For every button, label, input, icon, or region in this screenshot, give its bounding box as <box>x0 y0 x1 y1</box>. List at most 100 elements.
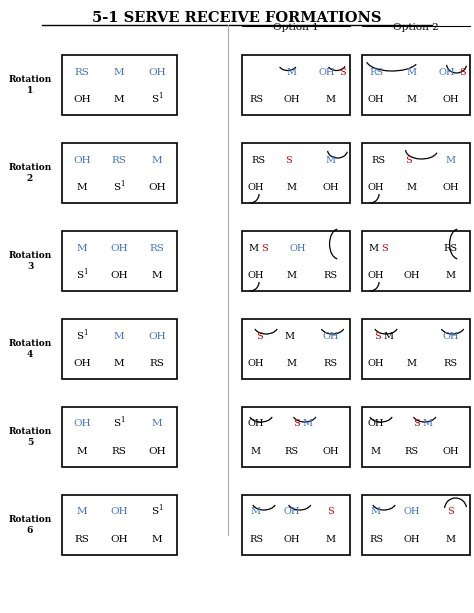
Text: S: S <box>76 332 83 340</box>
Text: OH: OH <box>73 94 91 104</box>
Text: OH: OH <box>283 535 300 544</box>
Text: OH: OH <box>442 94 459 104</box>
Text: Option 1: Option 1 <box>273 23 319 32</box>
Text: M: M <box>152 156 162 164</box>
Text: RS: RS <box>444 359 457 368</box>
Text: M: M <box>287 270 297 280</box>
Bar <box>242 55 350 115</box>
Text: M: M <box>407 183 417 191</box>
Text: S: S <box>447 508 454 517</box>
Text: M: M <box>446 535 456 544</box>
Text: M: M <box>77 446 87 455</box>
Bar <box>362 319 470 379</box>
Text: OH: OH <box>368 270 384 280</box>
Bar <box>362 407 470 467</box>
Text: S: S <box>382 243 388 253</box>
Text: M: M <box>152 270 162 280</box>
Text: OH: OH <box>290 243 306 253</box>
Text: M: M <box>114 67 124 77</box>
Text: M: M <box>152 419 162 428</box>
Text: OH: OH <box>403 535 420 544</box>
Text: RS: RS <box>150 359 164 368</box>
Bar <box>242 143 350 203</box>
Text: M: M <box>326 156 336 164</box>
Text: Rotation
6: Rotation 6 <box>9 516 52 535</box>
Text: OH: OH <box>368 183 384 191</box>
Text: M: M <box>371 508 381 517</box>
Text: RS: RS <box>284 446 299 455</box>
Text: S: S <box>151 508 159 517</box>
Text: Rotation
5: Rotation 5 <box>9 427 52 447</box>
Text: RS: RS <box>74 67 90 77</box>
Text: OH: OH <box>319 67 335 77</box>
Text: M: M <box>114 359 124 368</box>
Text: S: S <box>340 67 346 77</box>
Text: OH: OH <box>248 359 264 368</box>
Text: M: M <box>371 446 381 455</box>
Text: M: M <box>77 508 87 517</box>
Bar <box>362 55 470 115</box>
Text: RS: RS <box>323 359 337 368</box>
Text: M: M <box>287 183 297 191</box>
Text: OH: OH <box>148 446 166 455</box>
Text: OH: OH <box>368 359 384 368</box>
Bar <box>242 495 350 555</box>
Text: M: M <box>384 332 394 340</box>
Bar <box>62 143 177 203</box>
Text: OH: OH <box>442 332 459 340</box>
Text: RS: RS <box>249 535 263 544</box>
Text: M: M <box>446 270 456 280</box>
Text: RS: RS <box>369 535 383 544</box>
Text: M: M <box>77 183 87 191</box>
Text: OH: OH <box>248 183 264 191</box>
Text: OH: OH <box>322 183 339 191</box>
Text: S: S <box>113 183 120 191</box>
Text: 1: 1 <box>158 91 162 99</box>
Bar <box>62 495 177 555</box>
Text: Option 2: Option 2 <box>393 23 439 32</box>
Text: S: S <box>327 508 334 517</box>
Text: OH: OH <box>322 446 339 455</box>
Text: OH: OH <box>283 94 300 104</box>
Text: M: M <box>302 419 313 428</box>
Text: S: S <box>374 332 382 340</box>
Text: RS: RS <box>369 67 383 77</box>
Text: OH: OH <box>148 332 166 340</box>
Bar <box>362 143 470 203</box>
Text: OH: OH <box>368 419 384 428</box>
Text: OH: OH <box>248 419 264 428</box>
Text: M: M <box>326 535 336 544</box>
Text: OH: OH <box>110 508 128 517</box>
Text: M: M <box>423 419 433 428</box>
Bar <box>362 495 470 555</box>
Text: OH: OH <box>148 183 166 191</box>
Text: OH: OH <box>403 270 420 280</box>
Text: RS: RS <box>111 446 127 455</box>
Text: RS: RS <box>150 243 164 253</box>
Text: M: M <box>407 67 417 77</box>
Text: S: S <box>293 419 300 428</box>
Text: 1: 1 <box>120 180 124 188</box>
Text: M: M <box>114 94 124 104</box>
Text: RS: RS <box>323 270 337 280</box>
Bar <box>242 231 350 291</box>
Text: M: M <box>284 332 295 340</box>
Text: OH: OH <box>438 67 455 77</box>
Bar <box>62 319 177 379</box>
Text: S: S <box>151 94 159 104</box>
Text: Rotation
4: Rotation 4 <box>9 340 52 359</box>
Text: OH: OH <box>73 419 91 428</box>
Text: RS: RS <box>371 156 385 164</box>
Text: OH: OH <box>283 508 300 517</box>
Text: M: M <box>287 359 297 368</box>
Text: Rotation
3: Rotation 3 <box>9 251 52 271</box>
Text: OH: OH <box>110 243 128 253</box>
Bar <box>242 319 350 379</box>
Text: OH: OH <box>403 508 420 517</box>
Text: M: M <box>407 359 417 368</box>
Text: OH: OH <box>248 270 264 280</box>
Text: OH: OH <box>368 94 384 104</box>
Text: S: S <box>76 270 83 280</box>
Text: Rotation
2: Rotation 2 <box>9 163 52 183</box>
Text: 1: 1 <box>158 504 162 512</box>
